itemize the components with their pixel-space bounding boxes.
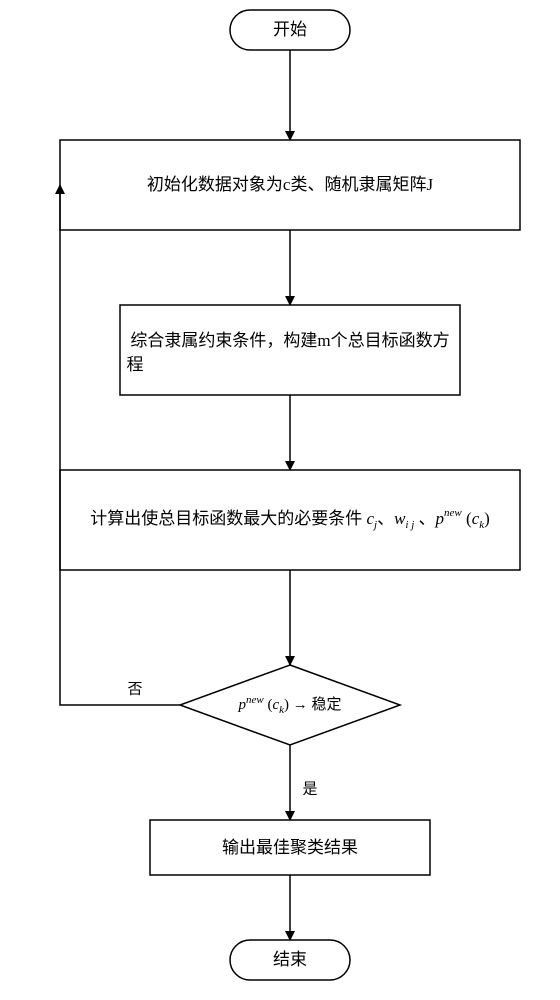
output-text: 输出最佳聚类结果 xyxy=(222,838,358,857)
calc-prefix: 计算出使总目标函数最大的必要条件 xyxy=(90,508,362,528)
calc-pnew-var: p xyxy=(435,509,445,528)
dec-p-sup: new xyxy=(246,694,264,706)
build-node xyxy=(120,305,460,395)
edge-no-label: 否 xyxy=(127,681,142,697)
end-label: 结束 xyxy=(273,950,307,969)
dec-arrow: → xyxy=(293,697,308,713)
build-text-line2: 程 xyxy=(127,355,144,374)
start-label: 开始 xyxy=(273,20,307,39)
edge-yes-label: 是 xyxy=(302,781,317,797)
init-text: 初始化数据对象为c类、随机隶属矩阵J xyxy=(147,175,434,194)
calc-wij-var: w xyxy=(394,509,406,528)
calc-pnew-sup: new xyxy=(444,507,462,519)
build-text-line1: 综合隶属约束条件，构建m个总目标函数方 xyxy=(130,331,449,350)
calc-text: 计算出使总目标函数最大的必要条件 cj、wi j 、pnew (ck) xyxy=(90,507,490,531)
edge-loop-no xyxy=(60,185,180,705)
dec-rhs: 稳定 xyxy=(312,696,342,713)
calc-wij-sub: i j xyxy=(405,519,414,531)
